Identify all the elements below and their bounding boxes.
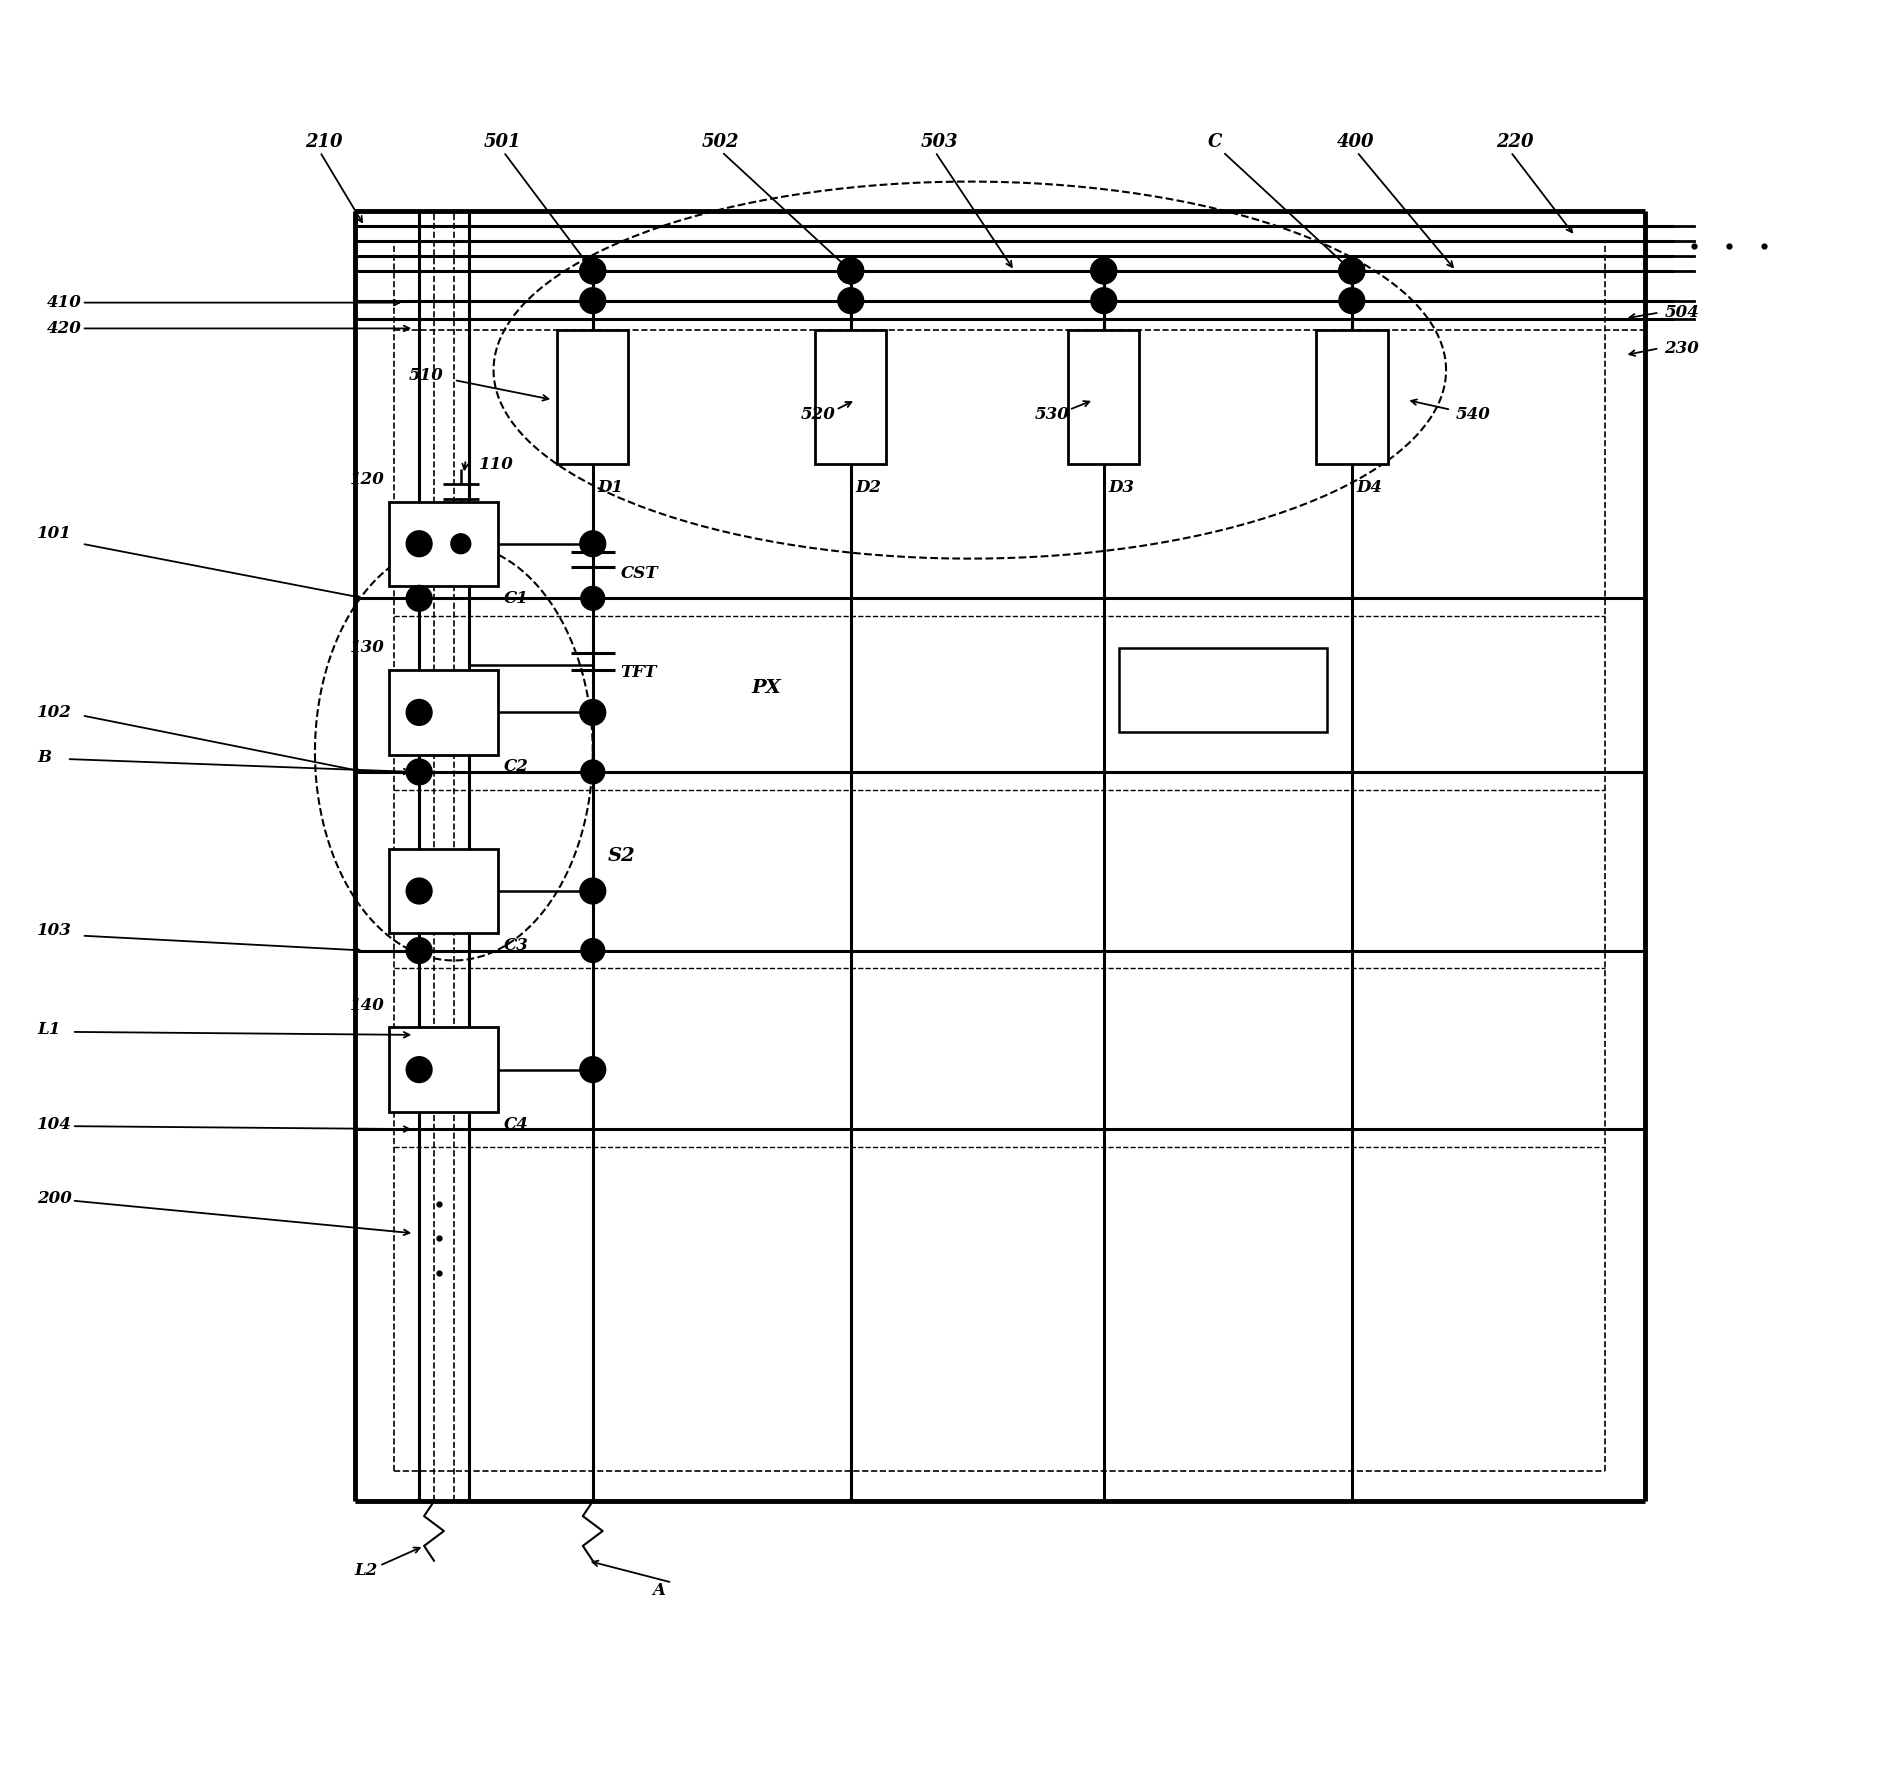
Text: 140: 140 [349, 997, 383, 1014]
Text: S3: S3 [1247, 679, 1275, 697]
Circle shape [1337, 257, 1364, 284]
Text: 540: 540 [1455, 405, 1490, 423]
Text: L2: L2 [355, 1563, 378, 1579]
Text: 120: 120 [349, 472, 383, 488]
Bar [1118, 648, 1326, 732]
Text: 502: 502 [701, 132, 739, 150]
Circle shape [406, 530, 433, 557]
Circle shape [580, 586, 604, 611]
Text: 420: 420 [47, 320, 81, 338]
Text: 104: 104 [38, 1116, 72, 1132]
Circle shape [1337, 257, 1364, 284]
Text: D1: D1 [597, 479, 623, 497]
Text: A: A [652, 1582, 665, 1598]
Bar [389, 848, 499, 934]
Text: CST: CST [620, 564, 657, 582]
Circle shape [837, 288, 863, 314]
Circle shape [1337, 288, 1364, 314]
Circle shape [451, 534, 470, 554]
Text: C1: C1 [502, 589, 529, 607]
Text: 510: 510 [410, 366, 444, 384]
Text: 504: 504 [1664, 304, 1698, 321]
Text: 200: 200 [38, 1189, 72, 1207]
Text: 110: 110 [478, 455, 514, 473]
Text: B: B [38, 748, 51, 766]
Text: D4: D4 [1356, 479, 1383, 497]
Circle shape [406, 1057, 433, 1082]
Text: C4: C4 [502, 1116, 529, 1132]
Text: 530: 530 [1033, 405, 1069, 423]
Text: L1: L1 [38, 1022, 60, 1038]
Circle shape [580, 879, 604, 904]
Text: 220: 220 [1494, 132, 1532, 150]
Circle shape [406, 700, 433, 725]
Circle shape [406, 759, 433, 784]
Text: 102: 102 [38, 704, 72, 722]
Circle shape [580, 530, 604, 557]
Circle shape [580, 288, 604, 314]
Text: 501: 501 [484, 132, 521, 150]
Text: 400: 400 [1336, 132, 1373, 150]
Bar [1067, 330, 1139, 464]
Circle shape [580, 257, 604, 284]
Circle shape [837, 257, 863, 284]
Text: 210: 210 [304, 132, 342, 150]
Bar [389, 670, 499, 754]
Text: 103: 103 [38, 922, 72, 939]
Text: PX: PX [752, 679, 780, 697]
Circle shape [582, 588, 603, 609]
Circle shape [406, 586, 433, 611]
Text: C: C [1207, 132, 1222, 150]
Circle shape [582, 761, 603, 782]
Bar [1315, 330, 1387, 464]
Text: 230: 230 [1664, 339, 1698, 357]
Circle shape [580, 1057, 604, 1082]
Circle shape [1090, 257, 1116, 284]
Text: 130: 130 [349, 639, 383, 657]
Text: C3: C3 [502, 938, 529, 954]
Bar [389, 502, 499, 586]
Circle shape [406, 938, 433, 963]
Circle shape [580, 700, 604, 725]
Circle shape [1090, 288, 1116, 314]
Bar [389, 1027, 499, 1113]
Text: C2: C2 [502, 759, 529, 775]
Circle shape [580, 939, 604, 963]
Circle shape [1090, 257, 1116, 284]
Text: TFT: TFT [620, 664, 657, 680]
Text: S2: S2 [608, 847, 635, 864]
Text: 101: 101 [38, 525, 72, 543]
Text: 410: 410 [47, 295, 81, 311]
Circle shape [837, 257, 863, 284]
Bar [557, 330, 629, 464]
Text: D3: D3 [1109, 479, 1133, 497]
Text: 503: 503 [920, 132, 958, 150]
Bar [814, 330, 886, 464]
Circle shape [580, 761, 604, 784]
Circle shape [406, 879, 433, 904]
Text: D2: D2 [856, 479, 882, 497]
Circle shape [580, 257, 604, 284]
Text: 520: 520 [801, 405, 835, 423]
